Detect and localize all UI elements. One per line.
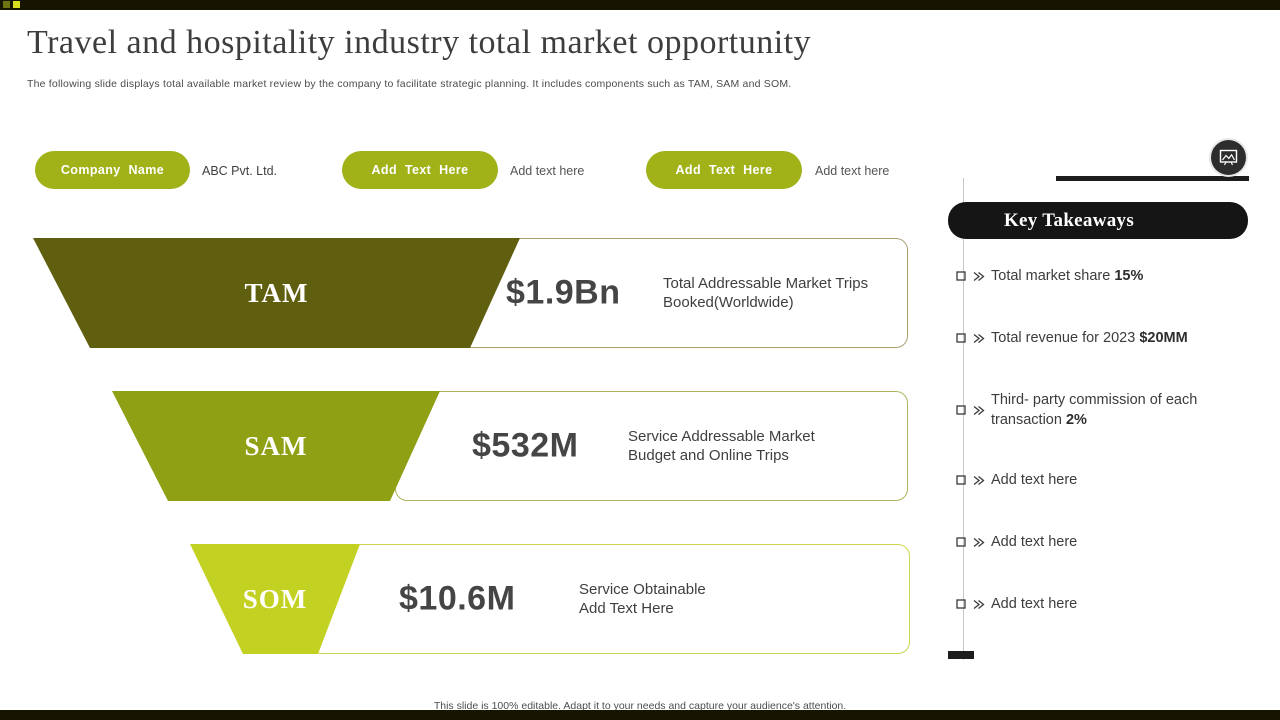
takeaway-text: Total revenue for 2023 $20MM [991,328,1205,348]
takeaway-item: Add text here [956,532,1205,552]
funnel-desc-som: Service Obtainable Add Text Here [579,580,706,617]
decor-square-yellow [13,1,20,8]
company-name-value: ABC Pvt. Ltd. [202,164,278,178]
divider-horizontal-line [1056,176,1249,181]
checkbox-icon [956,537,966,547]
key-takeaways-banner: Key Takeaways [948,202,1248,239]
funnel-card-som: $10.6M Service Obtainable Add Text Here [310,544,910,654]
double-chevron-icon [972,475,985,486]
presentation-image-icon [1211,140,1246,175]
funnel-row-sam: $532M Service Addressable Market Budget … [0,391,960,501]
double-chevron-icon [972,333,985,344]
checkbox-icon [956,599,966,609]
takeaway-text-plain: Total revenue for 2023 [991,330,1140,346]
add-text-value-1: Add text here [510,164,585,178]
company-name-button[interactable]: Company Name [35,151,190,189]
funnel-desc-sam: Service Addressable Market Budget and On… [628,427,815,464]
decor-bottom-chip [948,651,974,659]
page-subtitle: The following slide displays total avail… [27,78,792,90]
key-takeaways-title: Key Takeaways [1003,209,1135,231]
funnel-value-tam: $1.9Bn [506,273,621,312]
decor-square-olive [3,1,10,8]
funnel-value-sam: $532M [472,426,579,465]
takeaway-text: Add text here [991,470,1205,490]
add-text-button-2[interactable]: Add Text Here [646,151,802,189]
funnel-label-tam: TAM [244,277,309,308]
takeaway-text-bold: $20MM [1139,330,1188,346]
takeaway-item: Total revenue for 2023 $20MM [956,328,1205,348]
funnel-label-sam: SAM [244,430,308,461]
funnel-row-tam: $1.9Bn Total Addressable Market Trips Bo… [0,238,960,348]
footer-note: This slide is 100% editable. Adapt it to… [433,700,847,712]
funnel-card-sam: $532M Service Addressable Market Budget … [395,391,908,501]
funnel-value-som: $10.6M [399,579,516,618]
double-chevron-icon [972,405,985,416]
funnel-segment-tam: TAM [33,238,520,348]
checkbox-icon [956,271,966,281]
takeaway-item: Add text here [956,594,1205,614]
checkbox-icon [956,475,966,485]
takeaway-item: Add text here [956,470,1205,490]
top-accent-bar [0,0,1280,10]
takeaway-text-plain: Add text here [991,472,1078,488]
takeaway-text-plain: Add text here [991,534,1078,550]
takeaway-text-plain: Add text here [991,596,1078,612]
double-chevron-icon [972,599,985,610]
takeaway-text-plain: Third- party commission of each transact… [991,392,1198,428]
funnel-label-som: SOM [242,583,308,614]
takeaway-text-bold: 15% [1114,268,1144,284]
add-text-button-1[interactable]: Add Text Here [342,151,498,189]
funnel-desc-tam: Total Addressable Market Trips Booked(Wo… [663,274,869,311]
takeaways-list: Total market share 15% Total revenue for… [956,0,1220,660]
checkbox-icon [956,333,966,343]
divider-vertical-line [963,178,964,660]
checkbox-icon [956,405,966,415]
takeaway-text: Third- party commission of each transact… [991,390,1205,430]
page-title: Travel and hospitality industry total ma… [27,24,812,61]
takeaway-text-bold: 2% [1065,412,1087,428]
bottom-accent-bar [0,710,1280,720]
double-chevron-icon [972,537,985,548]
takeaway-text-plain: Total market share [991,268,1115,284]
funnel-segment-sam: SAM [112,391,440,501]
add-text-value-2: Add text here [815,164,890,178]
double-chevron-icon [972,271,985,282]
takeaway-text: Add text here [991,532,1205,552]
funnel-row-som: $10.6M Service Obtainable Add Text Here … [0,544,960,654]
takeaway-item: Total market share 15% [956,266,1205,286]
takeaway-text: Total market share 15% [991,266,1205,286]
takeaway-text: Add text here [991,594,1205,614]
takeaway-item: Third- party commission of each transact… [956,390,1205,430]
